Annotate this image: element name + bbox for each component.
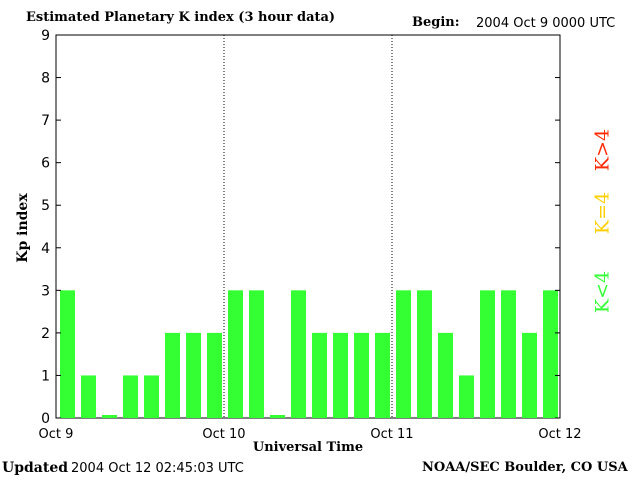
kp-bar: [291, 290, 306, 418]
kp-bar: [543, 290, 558, 418]
updated-label: Updated: [2, 460, 69, 476]
kp-bar: [375, 332, 390, 418]
y-tick-label: 1: [41, 368, 50, 384]
kp-bar: [81, 375, 96, 418]
x-axis-label: Universal Time: [252, 440, 364, 455]
kp-bar: [438, 332, 453, 418]
legend-k-less-4: K<4: [591, 270, 614, 314]
y-tick-label: 6: [41, 156, 50, 172]
updated-value: 2004 Oct 12 02:45:03 UTC: [71, 461, 244, 476]
kp-bar: [165, 332, 180, 418]
kp-bar: [333, 332, 348, 418]
y-tick-label: 3: [41, 283, 50, 299]
plot-frame: [55, 34, 561, 419]
kp-bar: [270, 415, 285, 418]
kp-bar: [312, 332, 327, 418]
y-tick-label: 8: [41, 71, 50, 87]
source-credit: NOAA/SEC Boulder, CO USA: [422, 460, 628, 475]
kp-bar: [459, 375, 474, 418]
x-tick-label: Oct 12: [538, 427, 581, 442]
kp-bar: [228, 290, 243, 418]
y-tick-label: 7: [41, 113, 50, 129]
x-tick-label: Oct 11: [370, 427, 413, 442]
legend-k-greater-4: K>4: [591, 128, 614, 172]
y-tick-label: 0: [41, 411, 50, 427]
kp-bar: [123, 375, 138, 418]
kp-bar: [102, 415, 117, 418]
y-axis-label: Kp index: [15, 193, 31, 263]
x-tick-label: Oct 10: [202, 427, 245, 442]
kp-bar: [396, 290, 411, 418]
x-tick-label: Oct 9: [39, 427, 74, 442]
y-tick-label: 4: [41, 241, 50, 257]
y-tick-label: 5: [41, 198, 50, 214]
y-tick-label: 2: [41, 326, 50, 342]
y-tick-label: 9: [41, 28, 50, 44]
begin-label: Begin:: [412, 15, 460, 30]
kp-bar: [480, 290, 495, 418]
kp-bar: [501, 290, 516, 418]
begin-value: 2004 Oct 9 0000 UTC: [476, 16, 616, 31]
chart-title: Estimated Planetary K index (3 hour data…: [26, 10, 336, 25]
kp-bar: [144, 375, 159, 418]
kp-bar: [60, 290, 75, 418]
kp-bar: [207, 332, 222, 418]
kp-bar: [354, 332, 369, 418]
kp-bar: [417, 290, 432, 418]
kp-bar: [186, 332, 201, 418]
kp-bar: [249, 290, 264, 418]
legend-k-equal-4: K=4: [591, 191, 614, 235]
kp-bar: [522, 332, 537, 418]
